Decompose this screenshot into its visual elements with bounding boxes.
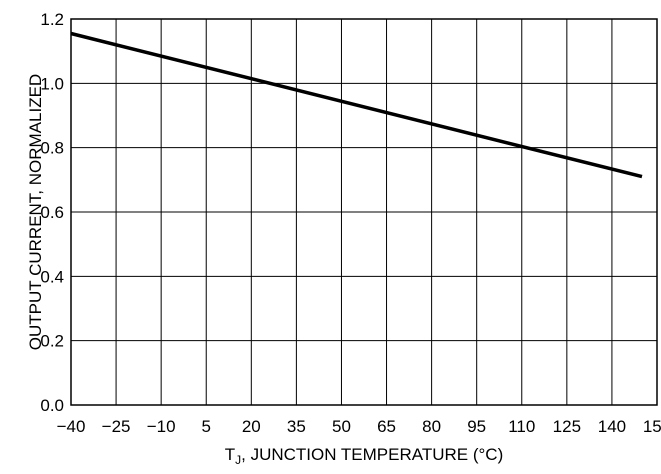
grid [70, 18, 658, 406]
x-tick-label: −40 [57, 417, 86, 436]
plot-border [70, 18, 658, 406]
x-tick-label: 125 [553, 417, 581, 436]
y-tick-label: 0.2 [40, 332, 64, 351]
x-axis-title-subscript: J [235, 453, 241, 467]
y-tick-labels: 0.0 0.2 0.4 0.6 0.8 1.0 1.2 [40, 10, 64, 415]
series-layer [70, 31, 643, 179]
x-tick-label: 95 [467, 417, 486, 436]
x-tick-label: 50 [332, 417, 351, 436]
x-tick-label: 110 [508, 417, 535, 436]
x-tick-label: 80 [422, 417, 441, 436]
x-tick-labels: −40 −25 −10 5 20 35 50 65 80 95 110 125 140 155 [57, 417, 661, 436]
x-tick-label: 155 [643, 417, 661, 436]
x-tick-label: 35 [287, 417, 306, 436]
x-tick-label: −10 [147, 417, 176, 436]
x-tick-label: −25 [102, 417, 131, 436]
y-tick-label: 1.0 [40, 74, 64, 93]
plot-frame [70, 18, 658, 406]
x-tick-label: 65 [377, 417, 396, 436]
y-axis-title: OUTPUT CURRENT, NORMALIZED [26, 74, 45, 350]
y-tick-label: 0.8 [40, 139, 64, 158]
y-tick-label: 0.6 [40, 203, 64, 222]
x-axis-title-rest: , JUNCTION TEMPERATURE (°C) [241, 445, 503, 464]
x-tick-label: 140 [598, 417, 626, 436]
series-line-0 [70, 31, 643, 179]
y-tick-label: 0.4 [40, 267, 64, 286]
x-axis-title-main: T [225, 445, 235, 464]
x-tick-label: 5 [201, 417, 210, 436]
x-axis-title: TJ, JUNCTION TEMPERATURE (°C) [225, 445, 504, 467]
y-tick-label: 0.0 [40, 396, 64, 415]
y-tick-label: 1.2 [40, 10, 64, 29]
x-tick-label: 20 [242, 417, 261, 436]
